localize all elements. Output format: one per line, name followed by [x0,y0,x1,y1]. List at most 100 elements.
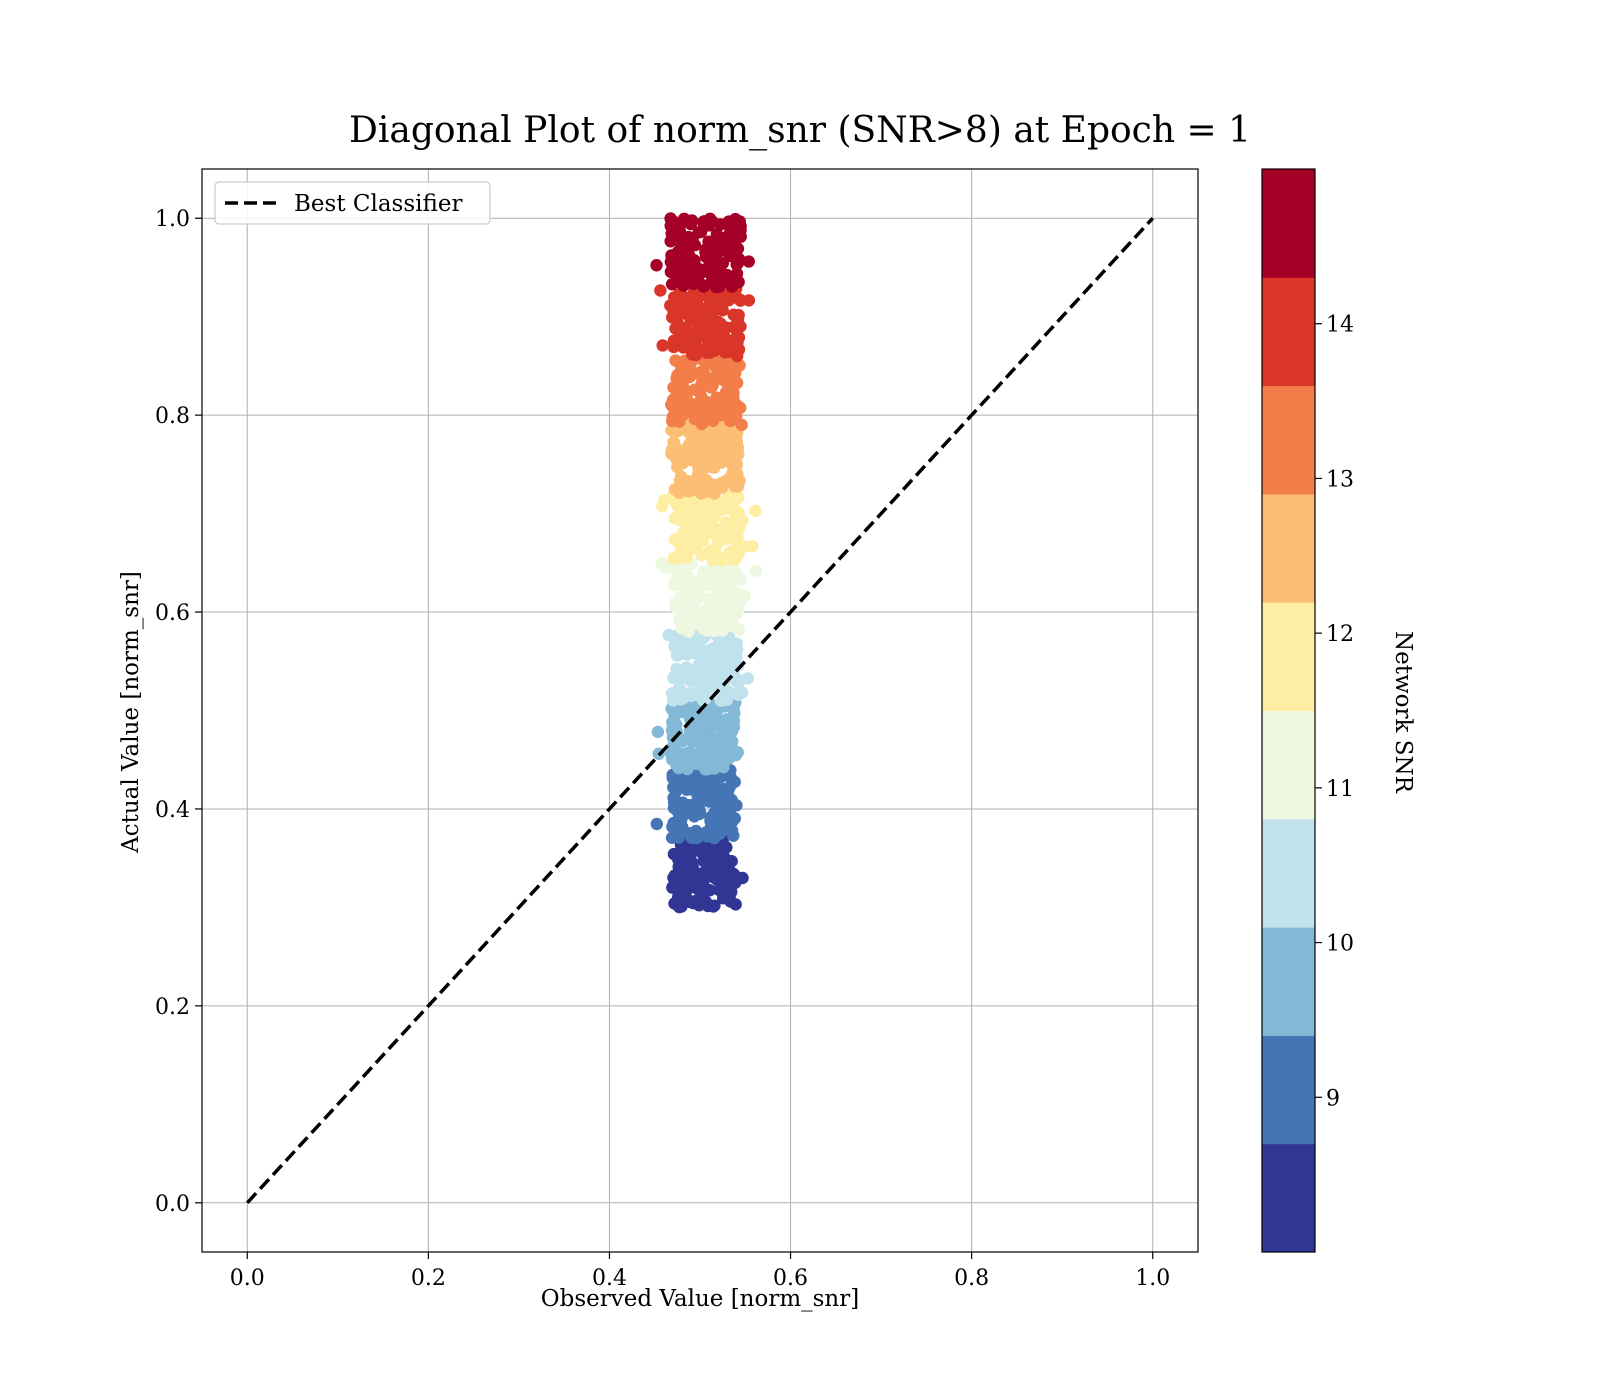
colorbar-segment [1262,1035,1315,1145]
scatter-point [710,731,724,744]
scatter-point [668,820,681,833]
scatter-point [711,591,725,605]
scatter-point [688,254,701,267]
scatter-point [696,759,709,772]
scatter-point [725,824,739,837]
y-tick-label: 0.2 [155,995,190,1020]
scatter-point [708,806,721,819]
scatter-point [672,510,686,524]
chart-title: Diagonal Plot of norm_snr (SNR>8) at Epo… [349,110,1251,151]
x-tick-label: 0.4 [592,1266,627,1291]
legend: Best Classifier [214,181,491,225]
scatter-point [697,365,710,378]
colorbar-segment [1262,1143,1315,1253]
colorbar-ticks: 9 10 11 12 13 14 [1315,313,1354,1111]
scatter-point [730,637,743,650]
x-axis-label: Observed Value [norm_snr] [541,1286,859,1312]
scatter-point [673,613,686,626]
scatter-point [668,291,681,304]
scatter-point [733,215,746,228]
scatter-point [694,579,707,593]
scatter-point [673,269,686,282]
scatter-point [720,516,733,529]
y-axis-ticks: 0.0 0.2 0.4 0.6 0.8 1.0 [155,207,202,1217]
scatter-point [675,535,688,548]
scatter-point [703,406,717,420]
scatter-point [662,628,675,642]
scatter-point [674,255,687,268]
scatter-point [696,279,710,292]
scatter-point [725,725,739,738]
scatter-point [731,292,745,305]
scatter-point [701,395,714,409]
scatter-point [665,446,679,460]
scatter-point [680,302,694,315]
scatter-point [664,235,677,248]
scatter-point [718,853,732,866]
scatter-point [685,830,698,843]
colorbar-segment [1262,927,1315,1036]
scatter-point [712,280,726,294]
scatter-point [727,320,740,334]
scatter-point [665,724,679,737]
scatter-point [727,500,740,514]
scatter-point [706,379,719,392]
scatter-point [699,247,712,260]
scatter-point [681,360,694,374]
scatter-point [725,413,739,427]
scatter-point [677,341,690,354]
scatter-point [685,214,699,227]
colorbar-segment [1262,169,1315,278]
scatter-point [683,437,696,451]
scatter-point [667,215,681,228]
scatter-point [676,883,689,896]
scatter-point [650,817,664,831]
scatter-point [731,349,744,363]
scatter-point [713,603,727,616]
scatter-point [666,750,680,763]
legend-box [214,181,491,225]
scatter-point [704,294,717,307]
colorbar [1261,168,1316,1253]
scatter-point [724,240,738,254]
scatter-point [686,863,700,877]
scatter-point [711,269,725,283]
scatter-point [726,811,740,824]
scatter-point [727,308,740,321]
scatter-point [749,504,762,518]
scatter-point [654,284,667,297]
scatter-point [681,762,694,776]
scatter-point [709,500,723,514]
scatter-point [721,644,734,657]
scatter-point [693,807,706,821]
colorbar-segment [1262,493,1315,603]
scatter-point [733,474,746,488]
scatter-point [699,692,712,705]
scatter-point [699,342,712,355]
scatter-point [729,898,742,911]
scatter-point [686,277,700,291]
scatter-point [725,224,738,238]
legend-entry-best-classifier: Best Classifier [294,191,462,217]
scatter-point [714,369,727,382]
scatter-point [708,543,722,556]
scatter-point [682,625,695,638]
colorbar-frame [1261,168,1316,1253]
scatter-point [714,406,727,420]
scatter-point [688,383,702,396]
scatter-point [727,452,740,465]
scatter-point [732,623,746,637]
scatter-point [716,822,729,835]
scatter-point [716,334,729,348]
scatter-point [711,315,725,328]
scatter-point [689,894,702,908]
scatter-point [701,323,714,336]
scatter-point [710,619,723,632]
scatter-point [671,460,684,474]
scatter-point [718,346,732,359]
scatter-point [677,326,691,339]
scatter-point [722,531,736,544]
x-tick-label: 0.0 [230,1266,265,1291]
scatter-point [715,573,729,587]
